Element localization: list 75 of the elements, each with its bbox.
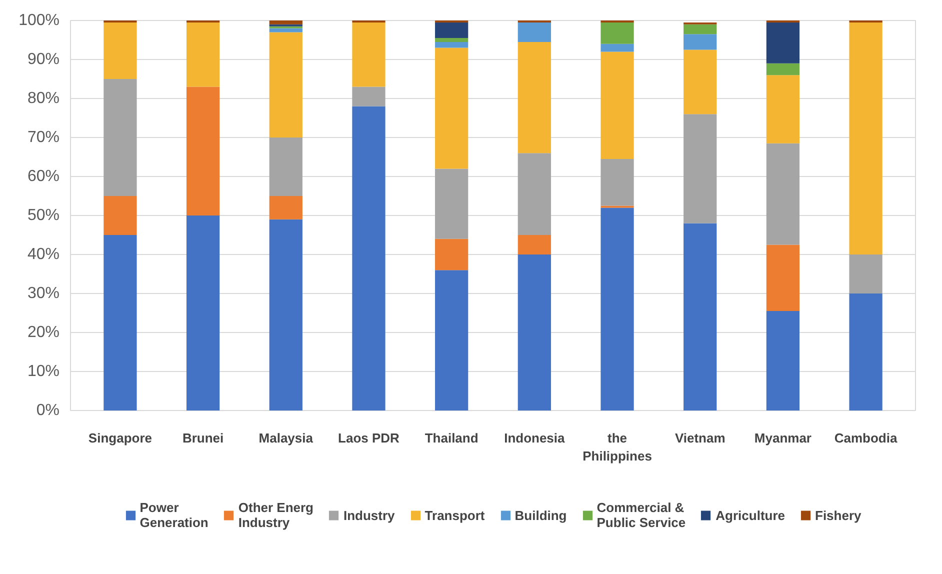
bar [269, 32, 302, 138]
bar [600, 44, 634, 52]
legend-label: Industry [344, 508, 395, 522]
bar [766, 311, 800, 410]
bar [518, 235, 551, 254]
bar [352, 106, 386, 410]
x-tick-label: Laos PDR [338, 430, 400, 446]
x-tick-label: Myanmar [754, 430, 812, 446]
bar [269, 138, 302, 196]
y-tick-label: 90% [27, 51, 60, 68]
x-tick-label: Singapore [88, 430, 152, 446]
legend-label: Building [514, 508, 567, 522]
legend-label: Power Generation [140, 500, 208, 530]
y-tick-label: 10% [27, 363, 60, 380]
bar [435, 270, 468, 410]
bar [104, 235, 137, 410]
bar [269, 196, 302, 220]
bar [518, 22, 551, 42]
bar [186, 86, 220, 216]
legend-label: Transport [424, 508, 485, 522]
x-tick-label: Malaysia [258, 430, 314, 446]
x-tick-label: Brunei [182, 430, 224, 446]
x-tick-label: Indonesia [504, 430, 566, 446]
y-tick-label: 100% [18, 12, 60, 29]
bar [352, 22, 386, 87]
bar [600, 22, 634, 44]
bar [435, 42, 468, 48]
bar [352, 86, 386, 106]
bar [684, 50, 717, 114]
legend-label: Commercial & Public Service [596, 500, 686, 530]
bar [435, 168, 468, 239]
bar [849, 294, 882, 410]
bar [435, 22, 468, 38]
y-tick-label: 70% [27, 129, 60, 146]
bar [186, 216, 220, 410]
x-tick-label: the Philippines [582, 430, 652, 464]
bar [684, 34, 717, 50]
bar [600, 52, 634, 159]
y-tick-label: 0% [36, 402, 60, 419]
bar [435, 38, 468, 42]
legend-label: Other Energ Industry [238, 500, 314, 530]
bar [766, 22, 800, 64]
bar [104, 79, 137, 196]
bar [104, 196, 137, 235]
x-tick-label: Thailand [424, 430, 478, 446]
y-tick-label: 80% [27, 90, 60, 107]
bar [684, 114, 717, 224]
bar [849, 22, 882, 254]
bar [849, 254, 882, 294]
y-tick-label: 50% [27, 207, 60, 224]
bar [269, 219, 302, 410]
bar [518, 254, 551, 410]
legend-label: Fishery [815, 508, 862, 522]
bar [518, 42, 551, 154]
y-tick-label: 20% [27, 324, 60, 341]
bar [684, 24, 717, 34]
bar [104, 22, 137, 79]
bar [766, 63, 800, 76]
bar [766, 75, 800, 144]
bar [435, 48, 468, 169]
bar [600, 158, 634, 206]
x-tick-label: Cambodia [834, 430, 898, 446]
x-tick-label: Vietnam [674, 430, 726, 446]
bar [435, 238, 468, 270]
bar [600, 208, 634, 410]
bar [518, 153, 551, 235]
legend-label: Agriculture [716, 508, 785, 522]
y-tick-label: 60% [27, 168, 60, 185]
bar [186, 22, 220, 87]
y-tick-label: 30% [27, 285, 60, 302]
bar [766, 143, 800, 245]
y-tick-label: 40% [27, 246, 60, 263]
bar [766, 244, 800, 312]
bar [269, 20, 302, 24]
bar [684, 223, 717, 410]
